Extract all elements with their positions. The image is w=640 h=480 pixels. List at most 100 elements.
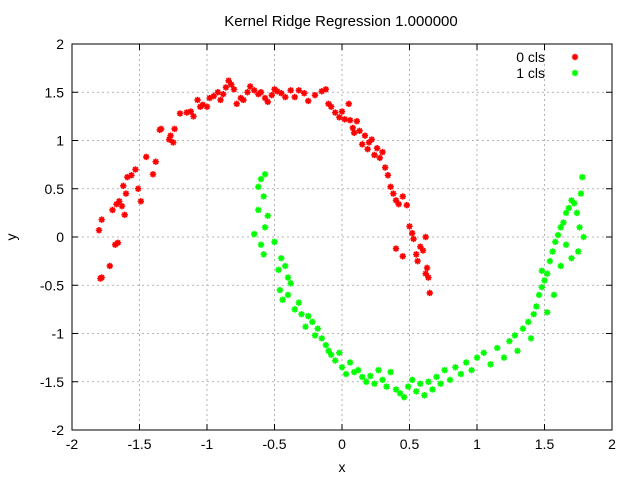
data-point — [124, 173, 131, 181]
data-point — [206, 94, 213, 102]
x-tick-label: 1 — [473, 436, 481, 452]
data-point — [222, 84, 230, 91]
data-point — [342, 370, 350, 378]
data-point — [167, 132, 174, 139]
data-point — [220, 90, 227, 98]
data-point — [441, 366, 448, 374]
legend-label: 0 cls — [516, 49, 545, 65]
data-point — [260, 251, 267, 258]
y-tick-label: 0 — [56, 229, 64, 245]
data-point — [403, 201, 410, 209]
data-point — [463, 359, 470, 366]
data-point — [395, 200, 402, 208]
data-point — [355, 366, 362, 374]
data-point — [350, 368, 358, 376]
data-point — [575, 248, 582, 255]
legend-label: 1 cls — [516, 65, 545, 81]
data-point — [113, 200, 120, 208]
data-point — [552, 238, 559, 246]
data-point — [157, 125, 165, 133]
data-point — [271, 238, 278, 246]
data-point — [382, 164, 389, 171]
data-point — [118, 202, 126, 210]
data-point — [359, 373, 366, 381]
x-tick-label: 2 — [608, 436, 616, 452]
data-point — [322, 86, 329, 93]
data-point — [183, 109, 190, 116]
data-point — [371, 151, 378, 159]
data-point — [291, 93, 298, 101]
y-tick-label: -2 — [52, 422, 65, 438]
data-point — [544, 270, 551, 277]
data-point — [134, 185, 142, 192]
data-point — [367, 372, 374, 380]
data-point — [568, 255, 575, 262]
data-point — [268, 91, 275, 99]
data-point — [341, 116, 348, 123]
data-point — [425, 274, 432, 281]
data-point — [328, 103, 335, 110]
data-point — [287, 280, 294, 287]
data-point — [336, 114, 343, 121]
x-tick-label: -1.5 — [127, 436, 151, 452]
data-point — [429, 386, 436, 393]
data-point — [255, 90, 262, 98]
data-point — [95, 227, 103, 234]
data-point — [311, 91, 319, 99]
data-point — [264, 212, 271, 219]
data-point — [98, 274, 105, 281]
data-point — [346, 359, 354, 366]
data-point — [190, 113, 197, 120]
data-point — [387, 368, 394, 376]
data-point — [371, 380, 378, 387]
data-point — [278, 255, 285, 262]
y-tick-label: -1 — [52, 326, 65, 342]
data-point — [557, 224, 564, 231]
data-point — [573, 209, 581, 217]
data-point — [199, 101, 207, 108]
data-point — [257, 175, 265, 183]
data-point — [274, 88, 281, 95]
data-point — [452, 364, 459, 371]
data-point — [406, 223, 413, 230]
y-tick-label: -1.5 — [40, 374, 64, 390]
data-point — [255, 183, 262, 191]
data-point — [240, 96, 247, 104]
chart-title: Kernel Ridge Regression 1.000000 — [224, 13, 458, 30]
data-point — [176, 110, 184, 117]
data-point — [576, 224, 583, 231]
y-tick-label: 0.5 — [45, 181, 65, 197]
data-point — [247, 83, 254, 90]
data-point — [387, 183, 394, 191]
data-point — [257, 241, 265, 248]
data-point — [437, 380, 444, 387]
data-point — [384, 172, 392, 179]
data-point — [217, 96, 224, 104]
data-point — [417, 380, 424, 387]
data-point — [349, 124, 356, 132]
data-point — [261, 94, 269, 102]
data-point — [433, 373, 440, 381]
data-point — [271, 86, 278, 93]
data-point — [302, 323, 309, 330]
data-point — [399, 193, 406, 200]
data-point — [251, 230, 258, 238]
data-point — [514, 347, 521, 355]
data-point — [171, 125, 178, 133]
data-point — [368, 136, 375, 143]
data-point — [410, 235, 417, 243]
data-point — [244, 89, 251, 96]
data-point — [400, 393, 408, 401]
data-point — [214, 89, 221, 96]
data-point — [197, 103, 204, 110]
data-point — [233, 100, 240, 108]
data-point — [419, 247, 427, 254]
data-point — [511, 332, 518, 339]
data-point — [538, 267, 545, 274]
data-point — [409, 376, 416, 384]
data-point — [137, 198, 145, 205]
data-point — [422, 270, 429, 277]
data-point — [332, 109, 339, 116]
data-point — [225, 77, 232, 84]
data-point — [580, 233, 587, 241]
